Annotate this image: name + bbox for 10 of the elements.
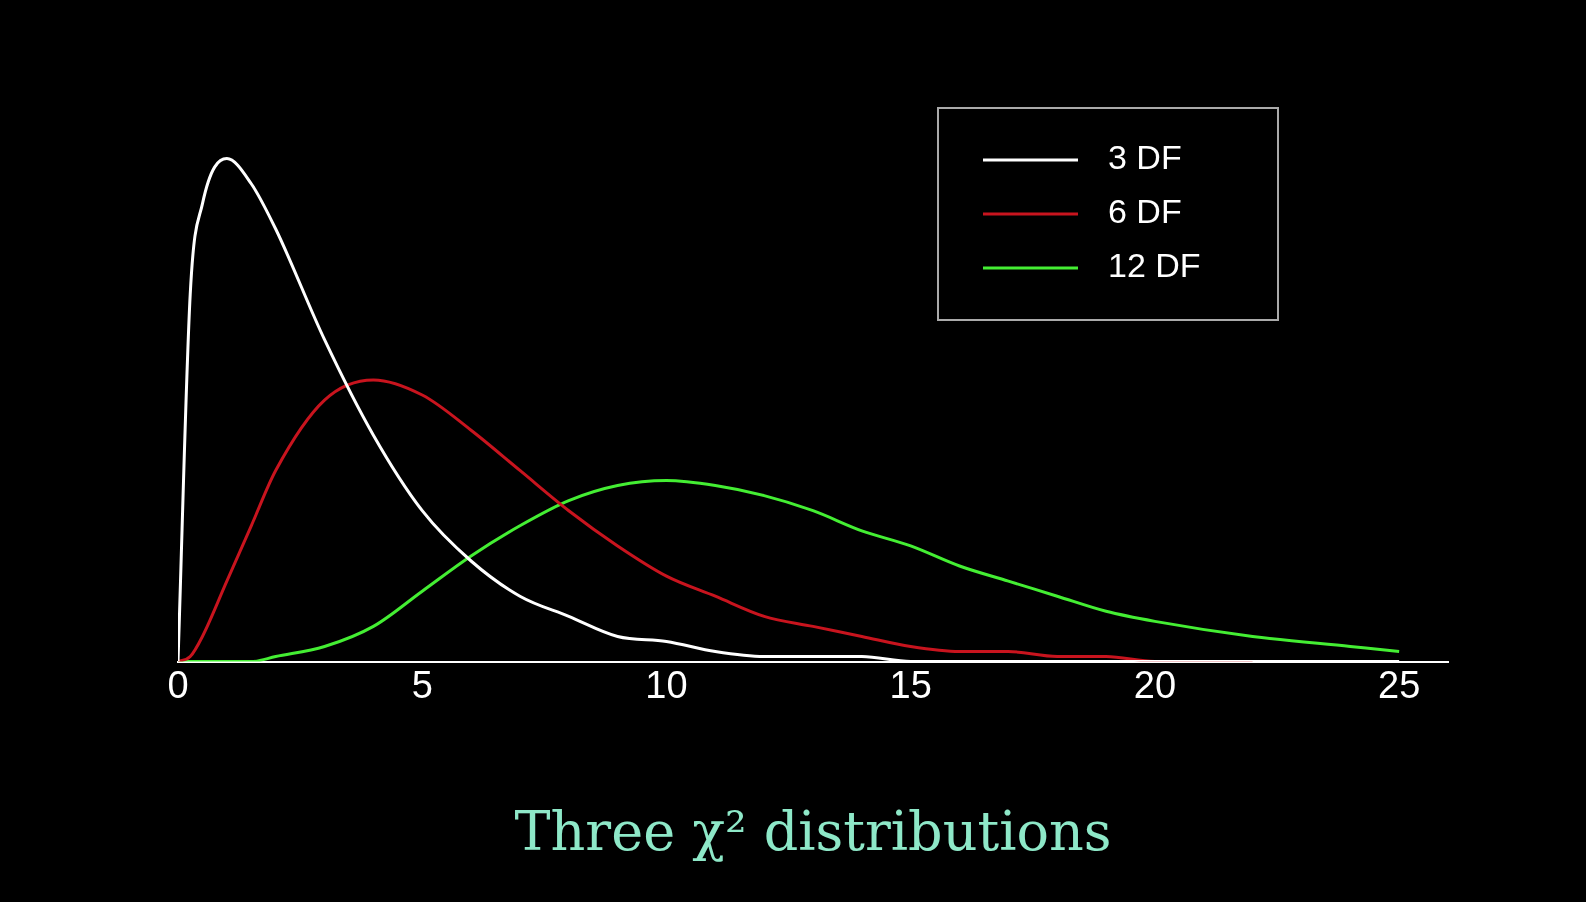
x-tick-label: 0 — [167, 663, 189, 706]
x-tick-label: 15 — [889, 663, 932, 706]
text: Three χ² distributions — [514, 799, 1112, 863]
legend-label: 12 DF — [1108, 246, 1201, 285]
x-tick-label: 20 — [1133, 663, 1177, 706]
x-tick-label: 10 — [645, 663, 688, 706]
legend-label: 6 DF — [1108, 192, 1182, 231]
x-tick-label: 25 — [1378, 663, 1421, 706]
x-tick-label: 5 — [411, 663, 433, 706]
legend-label: 3 DF — [1108, 138, 1182, 177]
